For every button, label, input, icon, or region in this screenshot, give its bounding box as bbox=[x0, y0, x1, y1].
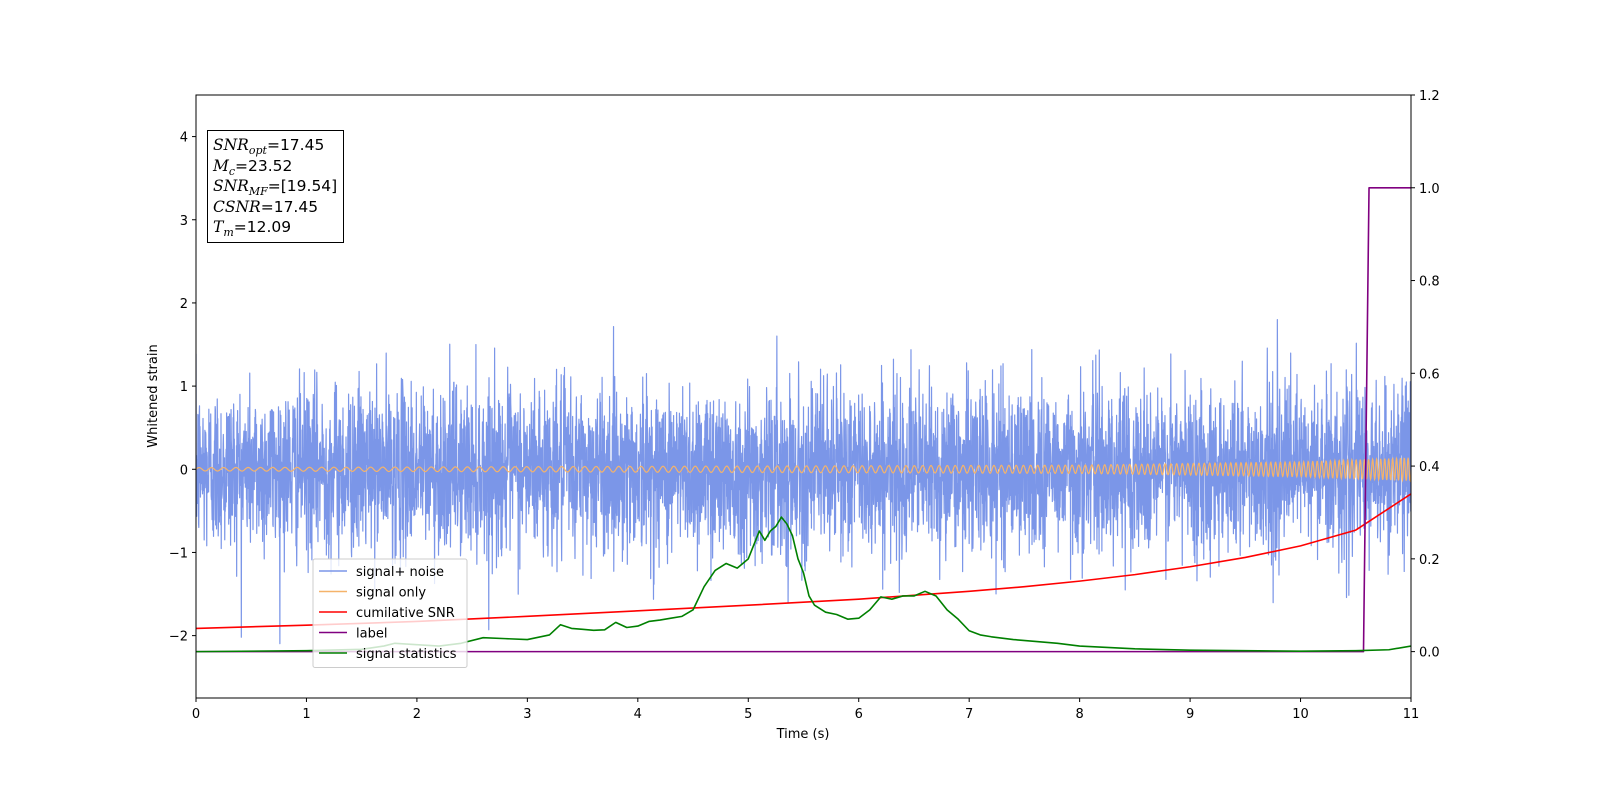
snr-mf-line: SNRMF=[19.54] bbox=[213, 177, 338, 198]
y-tick-label: −2 bbox=[169, 630, 188, 645]
y-tick-label: 2 bbox=[180, 297, 188, 312]
legend-label-cumilative-snr: cumilative SNR bbox=[356, 606, 455, 621]
y2-tick-label: 0.6 bbox=[1419, 367, 1440, 382]
y-tick-label: 1 bbox=[180, 380, 188, 395]
x-tick-label: 3 bbox=[523, 707, 531, 722]
merger-time-line: Tm=12.09 bbox=[213, 218, 292, 239]
x-tick-label: 8 bbox=[1075, 707, 1083, 722]
x-tick-label: 0 bbox=[192, 707, 200, 722]
x-tick-label: 7 bbox=[965, 707, 973, 722]
chirp-mass-line: Mc=23.52 bbox=[213, 156, 293, 178]
legend-frame bbox=[312, 558, 468, 668]
series-signal-statistics bbox=[196, 516, 1411, 653]
y-axis-left: −2 −1 0 1 2 3 4 bbox=[169, 131, 196, 645]
metrics-annotation-box: SNRopt=17.45 Mc=23.52 SNRMF=[19.54] CSNR… bbox=[207, 130, 345, 243]
y-tick-label: 0 bbox=[180, 463, 188, 478]
y2-tick-label: 1.2 bbox=[1419, 89, 1440, 104]
series-signal-only bbox=[196, 456, 1411, 483]
x-tick-label: 1 bbox=[302, 707, 310, 722]
x-axis-label: Time (s) bbox=[776, 727, 830, 742]
snr-opt-line: SNRopt=17.45 bbox=[213, 136, 325, 157]
y2-tick-label: 0.4 bbox=[1419, 460, 1440, 475]
series-cumilative-snr bbox=[196, 493, 1411, 630]
series-signal-noise bbox=[196, 318, 1411, 645]
y-axis-right: 0.0 0.2 0.4 0.6 0.8 1.0 1.2 bbox=[1411, 89, 1440, 661]
plot-frame bbox=[195, 94, 1412, 699]
y-axis-label: Whitened strain bbox=[146, 344, 161, 447]
y2-tick-label: 0.2 bbox=[1419, 553, 1440, 568]
x-tick-label: 9 bbox=[1186, 707, 1194, 722]
y-tick-label: 3 bbox=[180, 214, 188, 229]
legend-label-signal-noise: signal+ noise bbox=[356, 565, 444, 580]
x-tick-label: 10 bbox=[1292, 707, 1309, 722]
legend: signal+ noise signal only cumilative SNR la… bbox=[312, 558, 468, 668]
y2-tick-label: 0.8 bbox=[1419, 275, 1440, 290]
y-tick-label: −1 bbox=[169, 546, 188, 561]
legend-label-signal-statistics: signal statistics bbox=[356, 647, 457, 662]
x-tick-label: 2 bbox=[413, 707, 421, 722]
y2-tick-label: 0.0 bbox=[1419, 646, 1440, 661]
x-tick-label: 6 bbox=[855, 707, 863, 722]
series-label bbox=[196, 186, 1411, 653]
x-axis: 0 1 2 3 4 5 6 7 8 9 10 11 bbox=[192, 698, 1419, 722]
x-tick-label: 11 bbox=[1403, 707, 1420, 722]
csnr-line: CSNR=17.45 bbox=[213, 197, 319, 216]
y2-tick-label: 1.0 bbox=[1419, 182, 1440, 197]
legend-label-signal-only: signal only bbox=[356, 586, 426, 601]
series-layer bbox=[196, 186, 1411, 653]
x-tick-label: 4 bbox=[634, 707, 642, 722]
y-tick-label: 4 bbox=[180, 131, 188, 146]
x-tick-label: 5 bbox=[744, 707, 752, 722]
legend-label-label: label bbox=[356, 627, 387, 642]
